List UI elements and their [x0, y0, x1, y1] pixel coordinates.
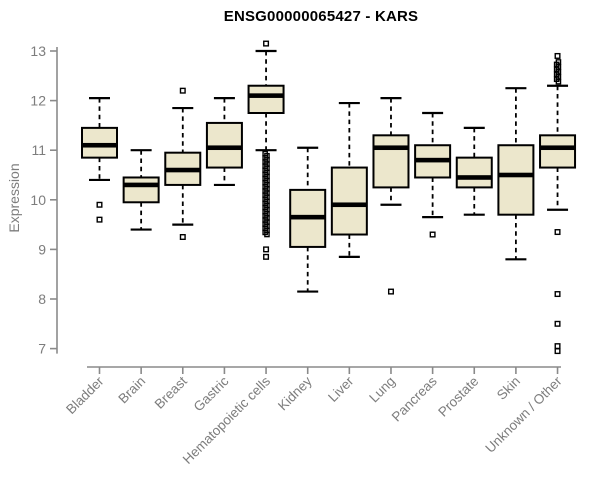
chart-title: ENSG00000065427 - KARS [223, 8, 419, 25]
median-unknown-other [540, 145, 576, 151]
outlier-lung [387, 288, 394, 295]
median-pancreas [415, 157, 451, 163]
outlier-hematopoietic-cells [263, 246, 270, 253]
median-gastric [206, 145, 242, 151]
outlier-breast [179, 233, 186, 240]
outlier-unknown-other [554, 229, 561, 236]
median-bladder [82, 142, 117, 148]
outlier-stack-hematopoietic-cells [262, 150, 268, 157]
x-tick-label-gastric: Gastric [191, 373, 232, 414]
x-tick-label-unknown-other: Unknown / Other [482, 373, 565, 456]
y-tick-label: 13 [30, 43, 46, 59]
box-bladder [81, 126, 118, 159]
y-tick-label: 7 [38, 341, 46, 357]
x-tick-label-lung: Lung [366, 374, 398, 406]
median-kidney [290, 214, 326, 220]
outlier-unknown-other [554, 343, 561, 350]
outlier-stack-unknown-other [555, 59, 562, 65]
box-liver [330, 166, 368, 236]
x-tick-label-kidney: Kidney [275, 373, 315, 413]
box-hematopoietic-cells [247, 84, 285, 115]
outlier-breast [179, 87, 186, 94]
x-tick-label-brain: Brain [115, 374, 148, 407]
outlier-unknown-other [554, 348, 561, 355]
box-prostate [455, 156, 493, 189]
median-hematopoietic-cells [248, 93, 284, 98]
box-unknown-other [539, 134, 577, 169]
y-tick-label: 12 [30, 93, 46, 109]
median-breast [165, 167, 201, 173]
x-tick-label-bladder: Bladder [63, 373, 107, 417]
y-tick-label: 11 [31, 142, 46, 158]
outlier-hematopoietic-cells [263, 253, 270, 260]
outlier-bladder [96, 216, 103, 223]
outlier-unknown-other [554, 320, 561, 327]
median-prostate [456, 175, 492, 180]
box-skin [497, 144, 535, 216]
y-tick-label: 9 [38, 241, 46, 257]
x-tick-label-prostate: Prostate [435, 374, 481, 420]
box-brain [122, 176, 160, 204]
median-brain [123, 182, 159, 188]
outlier-unknown-other [554, 291, 561, 298]
outlier-hematopoietic-cells [263, 40, 270, 47]
y-tick-label: 8 [38, 291, 46, 307]
y-tick-label: 10 [30, 192, 46, 208]
median-liver [331, 202, 367, 208]
outlier-unknown-other [554, 52, 561, 59]
x-tick-label-skin: Skin [494, 374, 523, 403]
median-lung [373, 145, 409, 151]
x-tick-label-breast: Breast [152, 373, 190, 411]
box-gastric [205, 121, 243, 169]
outlier-bladder [96, 201, 103, 208]
outlier-pancreas [429, 231, 436, 238]
x-tick-label-liver: Liver [325, 373, 357, 405]
x-tick-label-pancreas: Pancreas [389, 373, 440, 424]
median-skin [498, 172, 534, 178]
box-lung [372, 134, 410, 189]
